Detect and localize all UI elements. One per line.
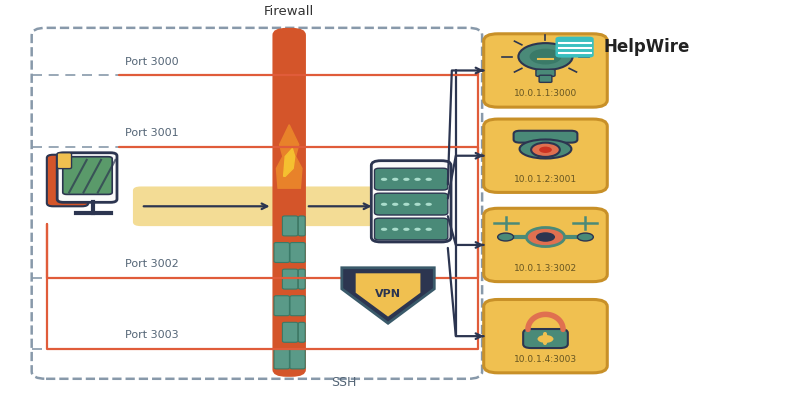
- Polygon shape: [277, 125, 302, 188]
- Circle shape: [392, 228, 398, 231]
- Circle shape: [414, 178, 421, 181]
- Circle shape: [539, 147, 552, 153]
- Circle shape: [518, 43, 573, 70]
- FancyBboxPatch shape: [484, 208, 607, 282]
- FancyBboxPatch shape: [371, 161, 451, 242]
- Text: Port 3001: Port 3001: [125, 128, 178, 138]
- FancyBboxPatch shape: [374, 193, 448, 215]
- FancyBboxPatch shape: [374, 218, 448, 240]
- FancyBboxPatch shape: [298, 322, 305, 342]
- FancyBboxPatch shape: [290, 296, 305, 316]
- FancyBboxPatch shape: [555, 37, 594, 58]
- FancyBboxPatch shape: [514, 131, 578, 143]
- Circle shape: [403, 203, 410, 206]
- FancyBboxPatch shape: [273, 28, 306, 377]
- Text: Firewall: Firewall: [264, 5, 314, 18]
- Circle shape: [403, 178, 410, 181]
- FancyBboxPatch shape: [484, 119, 607, 192]
- FancyBboxPatch shape: [274, 349, 290, 369]
- FancyBboxPatch shape: [282, 216, 298, 236]
- FancyBboxPatch shape: [62, 157, 112, 194]
- Text: HelpWire: HelpWire: [603, 38, 690, 56]
- Circle shape: [414, 203, 421, 206]
- Polygon shape: [284, 148, 294, 176]
- Text: Port 3000: Port 3000: [125, 57, 178, 67]
- FancyBboxPatch shape: [57, 153, 71, 169]
- Circle shape: [381, 178, 387, 181]
- Polygon shape: [342, 268, 434, 323]
- Circle shape: [426, 203, 432, 206]
- Circle shape: [426, 178, 432, 181]
- Circle shape: [381, 203, 387, 206]
- Text: SSH: SSH: [331, 376, 357, 389]
- FancyBboxPatch shape: [57, 153, 117, 202]
- Circle shape: [536, 232, 555, 242]
- Polygon shape: [356, 273, 421, 317]
- Circle shape: [414, 228, 421, 231]
- FancyBboxPatch shape: [484, 300, 607, 373]
- Text: 10.0.1.4:3003: 10.0.1.4:3003: [514, 355, 577, 364]
- FancyBboxPatch shape: [523, 329, 568, 348]
- Circle shape: [381, 228, 387, 231]
- Text: 10.0.1.3:3002: 10.0.1.3:3002: [514, 264, 577, 273]
- FancyBboxPatch shape: [47, 155, 88, 206]
- Circle shape: [526, 228, 565, 246]
- Text: Port 3003: Port 3003: [125, 330, 178, 340]
- Circle shape: [530, 49, 562, 64]
- Circle shape: [498, 233, 514, 241]
- Circle shape: [531, 143, 560, 157]
- Circle shape: [426, 228, 432, 231]
- FancyBboxPatch shape: [539, 75, 552, 82]
- Circle shape: [392, 203, 398, 206]
- Circle shape: [578, 233, 594, 241]
- Text: 10.0.1.1:3000: 10.0.1.1:3000: [514, 90, 577, 98]
- FancyBboxPatch shape: [274, 242, 290, 262]
- FancyBboxPatch shape: [290, 349, 305, 369]
- Circle shape: [392, 178, 398, 181]
- FancyBboxPatch shape: [536, 69, 555, 76]
- FancyBboxPatch shape: [133, 186, 384, 226]
- FancyBboxPatch shape: [298, 216, 305, 236]
- Circle shape: [403, 228, 410, 231]
- FancyBboxPatch shape: [298, 269, 305, 289]
- Text: VPN: VPN: [375, 288, 401, 298]
- Text: 10.0.1.2:3001: 10.0.1.2:3001: [514, 175, 577, 184]
- FancyBboxPatch shape: [374, 168, 448, 190]
- Text: Port 3002: Port 3002: [125, 259, 178, 269]
- FancyBboxPatch shape: [282, 322, 298, 342]
- FancyBboxPatch shape: [274, 296, 290, 316]
- Ellipse shape: [519, 140, 571, 158]
- FancyBboxPatch shape: [484, 34, 607, 107]
- FancyBboxPatch shape: [290, 242, 305, 262]
- Circle shape: [538, 335, 554, 343]
- FancyBboxPatch shape: [282, 269, 298, 289]
